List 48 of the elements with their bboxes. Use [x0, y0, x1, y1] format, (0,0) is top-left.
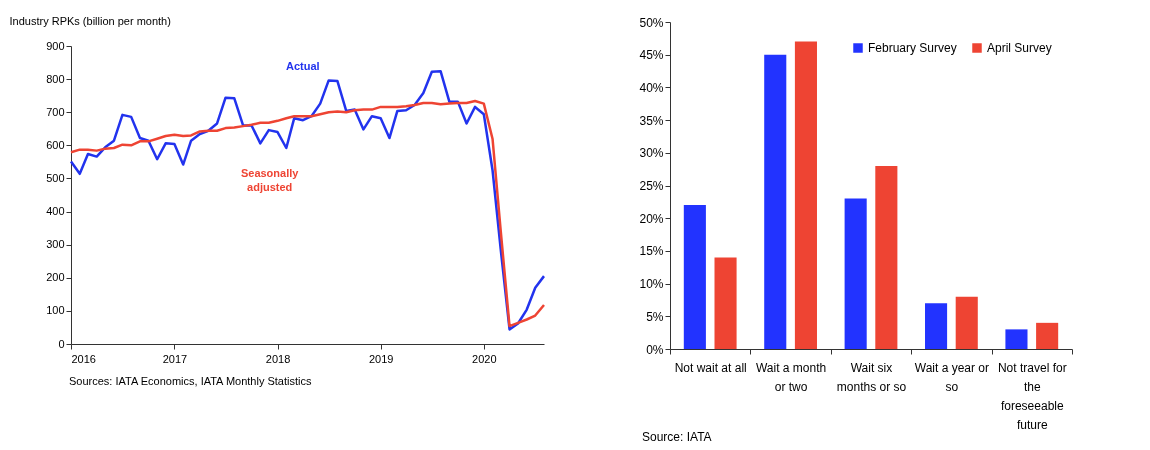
y-tick-label: 700	[46, 105, 65, 118]
y-tick-label: 40%	[639, 80, 664, 95]
y-tick-label: 10%	[639, 277, 664, 292]
y-tick-label: 0%	[646, 342, 664, 357]
x-tick-label: Wait a year or so	[914, 360, 990, 394]
x-tick-label: Not travel for the foreseeable future	[997, 360, 1067, 432]
x-tick-label: Wait six months or so	[836, 360, 907, 394]
bar	[764, 54, 787, 349]
series-label: Actual	[285, 59, 320, 72]
bar	[844, 198, 867, 349]
x-tick-label: 2020	[472, 352, 497, 365]
x-tick-label: 2018	[265, 352, 291, 365]
y-tick-label: 0	[58, 337, 65, 350]
bar	[925, 303, 948, 349]
y-tick-label: 35%	[639, 113, 664, 128]
y-tick-label: 30%	[639, 146, 664, 161]
bar	[714, 257, 737, 349]
y-tick-label: 600	[46, 138, 65, 151]
source-note: Sources: IATA Economics, IATA Monthly Statistics	[69, 375, 312, 387]
x-tick-label: Not wait at all	[674, 360, 747, 375]
bar	[1005, 329, 1028, 349]
bar	[955, 296, 978, 349]
x-tick-label: 2017	[162, 352, 188, 365]
legend-label: February Survey	[868, 41, 957, 55]
x-tick-label: 2019	[368, 352, 394, 365]
source-note: Source: IATA	[642, 430, 712, 444]
y-tick-label: 500	[46, 171, 65, 184]
y-tick-label: 15%	[639, 244, 664, 259]
bar	[875, 165, 898, 349]
y-tick-label: 200	[46, 271, 65, 284]
legend-label: April Survey	[987, 41, 1052, 55]
y-tick-label: 25%	[639, 179, 664, 193]
y-tick-label: 800	[46, 72, 65, 85]
y-axis-title: Industry RPKs (billion per month)	[9, 14, 171, 27]
y-tick-label: 20%	[639, 211, 664, 226]
y-tick-label: 300	[46, 238, 65, 251]
y-tick-label: 900	[46, 39, 65, 52]
x-tick-label: 2016	[71, 352, 96, 365]
text: Seasonally adjusted	[240, 167, 300, 194]
bar	[1036, 322, 1059, 349]
bar	[683, 205, 706, 349]
y-tick-label: 100	[46, 304, 65, 317]
y-tick-label: 45%	[639, 48, 664, 63]
bar	[794, 41, 817, 349]
x-tick-label: Wait a month or two	[755, 360, 827, 394]
y-tick-label: 50%	[639, 15, 664, 30]
y-tick-label: 400	[46, 205, 65, 218]
y-tick-label: 5%	[646, 309, 664, 324]
